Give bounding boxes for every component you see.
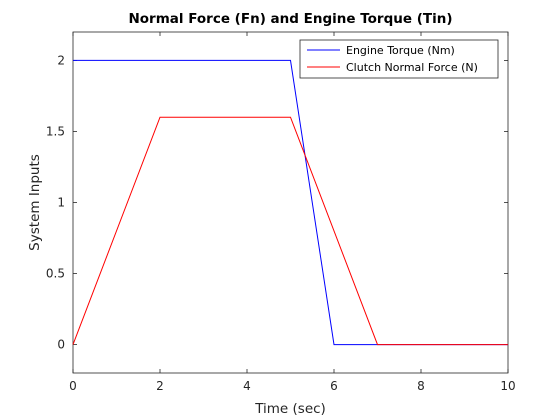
x-tick-label: 6 xyxy=(330,379,338,393)
y-tick-label: 0 xyxy=(57,338,65,352)
y-axis-label: System Inputs xyxy=(27,154,43,251)
legend-label-engine-torque: Engine Torque (Nm) xyxy=(346,44,455,57)
y-tick-label: 1.5 xyxy=(46,124,65,138)
axis-ticks: 0 2 4 6 8 10 0 0.5 1 1.5 2 xyxy=(46,32,516,393)
x-tick-label: 8 xyxy=(417,379,425,393)
legend-label-clutch-normal-force: Clutch Normal Force (N) xyxy=(346,61,478,74)
y-tick-label: 0.5 xyxy=(46,267,65,281)
series-line-clutch-normal-force xyxy=(72,116,508,346)
legend: Engine Torque (Nm) Clutch Normal Force (… xyxy=(299,39,499,79)
x-axis-label: Time (sec) xyxy=(254,401,326,417)
legend-box xyxy=(299,39,499,79)
axes-box xyxy=(72,31,509,374)
plot-area xyxy=(72,31,509,374)
y-tick-label: 1 xyxy=(57,196,65,210)
x-tick-label: 0 xyxy=(69,379,77,393)
chart-title: Normal Force (Fn) and Engine Torque (Tin… xyxy=(128,11,452,27)
y-tick-label: 2 xyxy=(57,53,65,67)
x-tick-label: 2 xyxy=(156,379,164,393)
series-lines xyxy=(72,59,508,346)
x-tick-label: 10 xyxy=(500,379,515,393)
x-tick-label: 4 xyxy=(243,379,251,393)
